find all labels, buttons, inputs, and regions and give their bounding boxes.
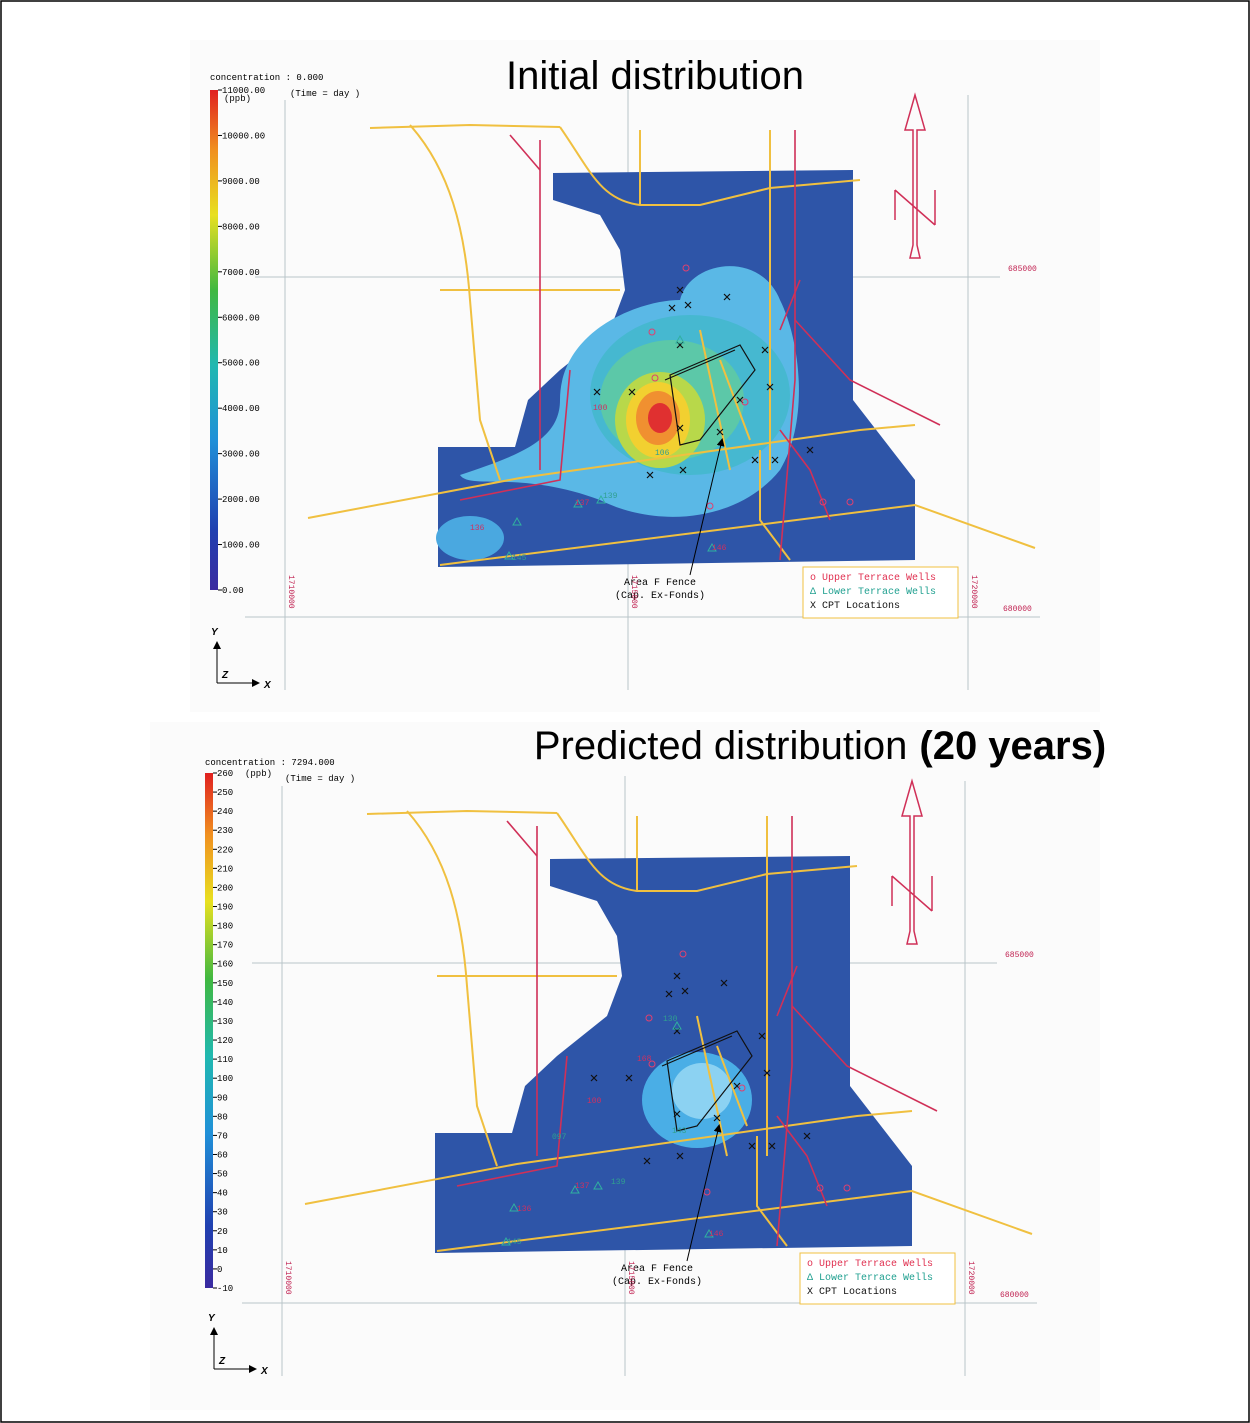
well-label: 143	[672, 1127, 687, 1136]
colorbar-label: 4000.00	[222, 404, 260, 414]
colorbar-label: 200	[217, 883, 233, 893]
well-label: 130	[663, 1015, 678, 1024]
panel-title: Initial distribution	[506, 54, 804, 98]
time-label: (Time = day )	[285, 774, 355, 784]
legend-entry: Δ Lower Terrace Wells	[810, 586, 936, 598]
legend-entry: Δ Lower Terrace Wells	[807, 1272, 933, 1284]
colorbar-label: 20	[217, 1227, 228, 1237]
x-coordinate: 1710000	[283, 1261, 292, 1295]
axis-label: X	[260, 1366, 269, 1377]
colorbar-label: 2000.00	[222, 495, 260, 505]
well-label: 137	[575, 499, 590, 508]
plume	[648, 403, 672, 433]
colorbar-label: 8000.00	[222, 222, 260, 232]
x-coordinate: 1710000	[286, 575, 295, 609]
figure: o Upper Terrace Wells Δ Lower Terrace Wel…	[0, 0, 1250, 1423]
colorbar-label: 230	[217, 826, 233, 836]
colorbar-label: 130	[217, 1017, 233, 1027]
colorbar-label: 110	[217, 1055, 233, 1065]
well-label: 137	[575, 1182, 590, 1191]
colorbar-label: 10	[217, 1246, 228, 1256]
colorbar-label: 10000.00	[222, 131, 265, 141]
colorbar-label: 5000.00	[222, 359, 260, 369]
colorbar-label: 7000.00	[222, 268, 260, 278]
plume	[436, 516, 504, 560]
axis-label: Z	[221, 670, 229, 681]
well-label: 100	[593, 404, 608, 413]
colorbar-label: 60	[217, 1150, 228, 1160]
axis-label: X	[263, 680, 272, 691]
well-label: 168	[637, 1055, 652, 1064]
colorbar-label: 70	[217, 1131, 228, 1141]
colorbar	[205, 773, 213, 1288]
colorbar-label: -10	[217, 1284, 233, 1294]
x-coordinate: 1720000	[966, 1261, 975, 1295]
header: concentration : 7294.000	[205, 758, 335, 768]
panel-title: Predicted distribution(20 years)	[534, 724, 1106, 768]
y-coordinate: 685000	[1008, 265, 1037, 274]
title-text: Predicted distribution	[534, 724, 908, 768]
colorbar-label: 220	[217, 845, 233, 855]
colorbar-label: 6000.00	[222, 313, 260, 323]
annotation: (Cap. Ex-Fonds)	[612, 1276, 702, 1288]
colorbar-label: 140	[217, 998, 233, 1008]
annotation: (Cap. Ex-Fonds)	[615, 590, 705, 602]
colorbar-label: 1000.00	[222, 541, 260, 551]
x-coordinate: 1715000	[626, 1261, 635, 1295]
colorbar-label: 240	[217, 807, 233, 817]
header: concentration : 0.000	[210, 73, 323, 83]
well-label: 106	[655, 449, 670, 458]
colorbar-label: 260	[217, 769, 233, 779]
unit-label: (ppb)	[245, 769, 272, 779]
well-label: 100	[587, 1097, 602, 1106]
x-coordinate: 1715000	[629, 575, 638, 609]
plume	[672, 1063, 732, 1119]
well-label: 139	[603, 492, 618, 501]
time-label: (Time = day )	[290, 89, 360, 99]
colorbar-label: 90	[217, 1093, 228, 1103]
well-label: 139	[611, 1178, 626, 1187]
title-text: Initial distribution	[506, 54, 804, 98]
colorbar	[210, 90, 218, 590]
colorbar-label: 9000.00	[222, 177, 260, 187]
legend-entry: o Upper Terrace Wells	[810, 572, 936, 584]
colorbar-label: 3000.00	[222, 450, 260, 460]
x-coordinate: 1720000	[969, 575, 978, 609]
colorbar-label: 0.00	[222, 586, 244, 596]
well-label: 136	[470, 524, 485, 533]
y-coordinate: 680000	[1000, 1291, 1029, 1300]
well-label: 145	[512, 554, 527, 563]
legend-entry: X CPT Locations	[807, 1286, 897, 1298]
legend-entry: X CPT Locations	[810, 600, 900, 612]
colorbar-label: 250	[217, 788, 233, 798]
colorbar-label: 170	[217, 941, 233, 951]
colorbar-label: 80	[217, 1112, 228, 1122]
well-label: 136	[517, 1205, 532, 1214]
colorbar-label: 40	[217, 1189, 228, 1199]
colorbar-label: 210	[217, 864, 233, 874]
colorbar-label: 30	[217, 1208, 228, 1218]
y-coordinate: 680000	[1003, 605, 1032, 614]
colorbar-label: 50	[217, 1170, 228, 1180]
colorbar-label: 150	[217, 979, 233, 989]
colorbar-label: 180	[217, 922, 233, 932]
axis-label: Z	[218, 1356, 226, 1367]
legend-entry: o Upper Terrace Wells	[807, 1258, 933, 1270]
colorbar-label: 0	[217, 1265, 222, 1275]
colorbar-label: 190	[217, 903, 233, 913]
colorbar-label: 160	[217, 960, 233, 970]
title-bold: (20 years)	[919, 724, 1106, 768]
colorbar-label: 120	[217, 1036, 233, 1046]
well-label: 097	[552, 1133, 567, 1142]
y-coordinate: 685000	[1005, 951, 1034, 960]
well-label: 145	[507, 1238, 522, 1247]
unit-label: (ppb)	[224, 94, 251, 104]
well-label: 146	[709, 1230, 724, 1239]
well-label: 146	[712, 544, 727, 553]
colorbar-label: 100	[217, 1074, 233, 1084]
